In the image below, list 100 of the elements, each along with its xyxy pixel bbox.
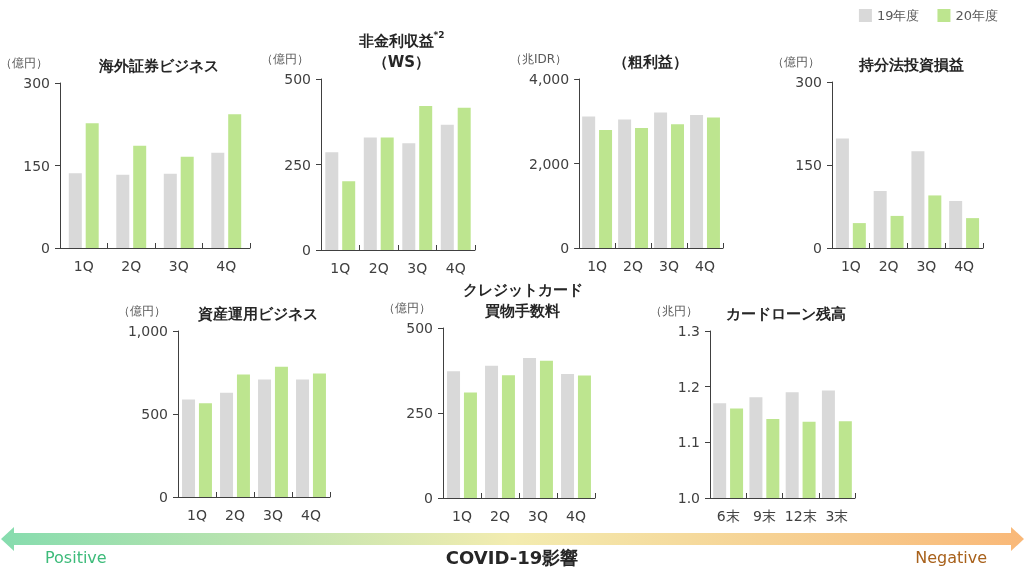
- text: Negative: [915, 548, 987, 567]
- x-tick-label: 3Q: [263, 507, 283, 523]
- legend-label: 19年度: [876, 8, 920, 23]
- x-tick-label: 1Q: [187, 507, 207, 523]
- bar: [211, 152, 225, 248]
- bar: [561, 373, 575, 498]
- y-tick-label: 250: [406, 405, 433, 421]
- y-axis-title: （兆IDR）: [509, 52, 568, 66]
- bar: [485, 365, 499, 498]
- bar: [182, 399, 196, 497]
- bar: [380, 137, 394, 250]
- y-tick-label: 0: [560, 240, 570, 256]
- y-axis-title: （兆円）: [650, 304, 698, 318]
- x-tick-label: 1Q: [587, 258, 608, 274]
- bar: [220, 392, 234, 497]
- y-axis-title: （億円）: [0, 56, 48, 70]
- y-tick-label: 300: [23, 75, 50, 91]
- legend-label: 20年度: [955, 8, 998, 23]
- y-tick-label: 2,000: [529, 155, 570, 172]
- x-tick-label: 4Q: [445, 260, 466, 276]
- x-tick-label: 1Q: [840, 258, 861, 274]
- bar: [325, 152, 339, 250]
- bar: [539, 360, 553, 498]
- x-tick-label: 4Q: [301, 507, 321, 523]
- x-tick-label: 2Q: [121, 258, 142, 274]
- y-tick-label: 150: [795, 157, 822, 173]
- bar: [966, 218, 980, 248]
- y-tick-label: 0: [302, 242, 311, 258]
- y-tick-label: 4,000: [529, 71, 570, 87]
- x-tick-label: 6末: [716, 508, 740, 524]
- x-tick-label: 2Q: [225, 507, 245, 523]
- x-tick-label: 3Q: [528, 508, 548, 524]
- bar: [440, 124, 454, 250]
- y-tick-label: 500: [406, 320, 433, 336]
- chart-title: 持分法投資損益: [857, 55, 964, 74]
- chart-title: （粗利益）: [612, 52, 688, 71]
- bar: [949, 200, 963, 248]
- x-tick-label: 1Q: [452, 508, 472, 524]
- bar: [577, 375, 591, 498]
- bar: [258, 379, 272, 497]
- text: COVID-19影響: [445, 546, 579, 570]
- bar: [419, 106, 433, 250]
- bar: [236, 374, 250, 497]
- bar: [180, 156, 194, 248]
- bar: [873, 191, 887, 248]
- text: Positive: [45, 548, 107, 567]
- bar: [228, 114, 242, 248]
- x-tick-label: 2Q: [623, 258, 644, 274]
- x-tick-label: 3Q: [659, 258, 680, 274]
- bar: [116, 174, 130, 248]
- x-tick-label: 4Q: [954, 258, 975, 274]
- y-tick-label: 1.0: [677, 490, 700, 506]
- x-tick-label: 2Q: [490, 508, 510, 524]
- y-tick-label: 1,000: [127, 323, 168, 339]
- bar: [198, 403, 212, 497]
- bar: [402, 143, 416, 250]
- bar: [85, 123, 99, 248]
- y-tick-label: 0: [424, 490, 433, 506]
- bar: [296, 379, 310, 497]
- y-tick-label: 500: [284, 71, 311, 87]
- y-tick-label: 1.1: [677, 434, 700, 451]
- x-tick-label: 12末: [784, 508, 817, 524]
- bar: [928, 195, 942, 248]
- x-tick-label: 4Q: [695, 258, 715, 274]
- bar: [835, 138, 849, 248]
- y-axis-title: （億円）: [261, 52, 309, 66]
- chart-title: 海外証券ビジネス: [97, 56, 219, 75]
- chart-title: クレジットカード買物手数料: [462, 280, 583, 320]
- chart-title: カードローン残高: [726, 304, 846, 323]
- bar: [342, 181, 356, 250]
- y-tick-label: 150: [23, 157, 50, 174]
- y-tick-label: 1.2: [677, 378, 700, 395]
- y-axis-title: （億円）: [772, 55, 820, 69]
- x-tick-label: 9末: [752, 508, 776, 524]
- y-tick-label: 0: [159, 489, 168, 505]
- bar: [523, 357, 537, 498]
- y-axis-title: （億円）: [118, 304, 166, 318]
- x-tick-label: 2Q: [878, 258, 899, 274]
- x-tick-label: 1Q: [73, 258, 94, 274]
- y-tick-label: 250: [284, 156, 311, 173]
- y-axis-title: （億円）: [383, 301, 431, 315]
- x-tick-label: 4Q: [216, 258, 237, 274]
- bar: [363, 137, 377, 250]
- y-tick-label: 0: [813, 240, 822, 256]
- x-tick-label: 3Q: [407, 260, 428, 276]
- bar: [852, 223, 866, 248]
- y-tick-label: 1.3: [677, 323, 700, 339]
- bar: [68, 173, 82, 248]
- bar: [911, 151, 925, 248]
- bar: [501, 375, 515, 498]
- x-tick-label: 3Q: [916, 258, 937, 274]
- bar: [447, 371, 461, 498]
- bar: [312, 373, 326, 497]
- y-tick-label: 300: [795, 74, 822, 90]
- bar: [463, 392, 477, 498]
- x-tick-label: 3Q: [168, 258, 189, 274]
- chart-title: 資産運用ビジネス: [196, 304, 318, 323]
- bar: [133, 145, 147, 248]
- x-tick-label: 4Q: [566, 508, 586, 524]
- x-tick-label: 3末: [825, 508, 849, 524]
